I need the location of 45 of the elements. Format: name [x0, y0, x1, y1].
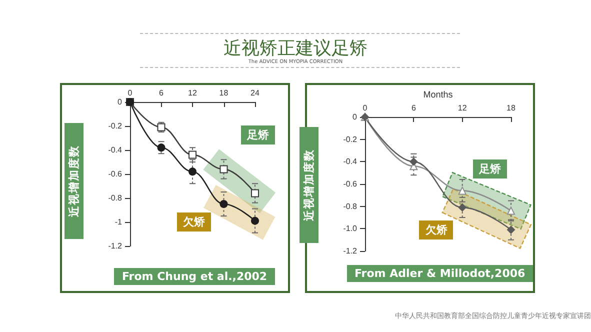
point — [251, 216, 259, 225]
text: 近视矫正建议足矫 — [222, 37, 368, 59]
series-label: 欠矫 — [176, 212, 211, 232]
y-tick-label: -1.2 — [108, 242, 123, 250]
point — [507, 226, 515, 234]
point — [507, 206, 515, 215]
y-tick-label: 0 — [352, 112, 358, 122]
y-tick-label: -0.8 — [108, 194, 123, 202]
y-tick-label: -0.4 — [108, 146, 123, 154]
y-tick-label: -1.2 — [343, 246, 358, 256]
y-tick-label: -0.2 — [343, 134, 358, 144]
x-tick-label: 24 — [250, 88, 260, 98]
x-tick-label: 0 — [362, 104, 368, 112]
y-tick-label: -0.8 — [343, 202, 358, 211]
y-axis-title: 近视增加度数 — [64, 123, 84, 239]
y-tick-label: -1 — [114, 218, 123, 226]
point — [220, 200, 228, 208]
point — [410, 158, 418, 166]
y-tick-label: -0.4 — [343, 157, 358, 166]
y-axis-title: 近视增加度数 — [300, 127, 318, 243]
point — [251, 189, 259, 198]
point — [458, 203, 466, 212]
x-tick-label: 12 — [458, 104, 468, 112]
x-tick-label: 12 — [188, 88, 198, 98]
y-tick-label: -1.0 — [343, 224, 358, 234]
text: From Chung et al.,2002 — [114, 268, 276, 285]
x-tick-label: 0 — [128, 88, 133, 98]
x-tick-label: 18 — [506, 104, 516, 112]
x-axis-title: Months — [423, 90, 454, 100]
y-tick-label: -0.6 — [108, 170, 123, 178]
point — [157, 144, 166, 152]
series-label: 足矫 — [473, 159, 507, 178]
point — [220, 165, 228, 174]
text: From Adler & Millodot,2006 — [346, 265, 534, 282]
x-tick-label: 18 — [219, 88, 229, 98]
y-tick-label: 0 — [118, 98, 123, 106]
series-label: 欠矫 — [419, 220, 454, 240]
y-tick-label: -0.2 — [108, 122, 123, 130]
point — [458, 186, 466, 195]
point — [188, 168, 196, 176]
y-tick-label: -0.6 — [343, 180, 358, 188]
text: 足矫 — [241, 126, 275, 145]
point — [188, 150, 196, 159]
x-tick-label: 6 — [159, 88, 164, 98]
x-tick-label: 6 — [411, 104, 416, 112]
